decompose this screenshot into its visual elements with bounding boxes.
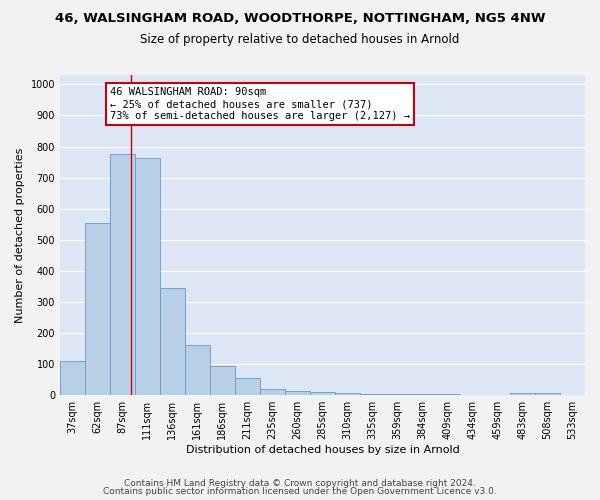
Bar [435, 394, 460, 395]
Bar [535, 392, 560, 395]
Bar [360, 394, 385, 395]
Bar [160, 288, 185, 395]
Bar [510, 392, 535, 395]
Bar [235, 378, 260, 395]
Text: 46, WALSINGHAM ROAD, WOODTHORPE, NOTTINGHAM, NG5 4NW: 46, WALSINGHAM ROAD, WOODTHORPE, NOTTING… [55, 12, 545, 26]
Bar [185, 344, 210, 395]
Bar [335, 392, 360, 395]
Bar [210, 366, 235, 395]
Bar [385, 394, 410, 395]
Bar [260, 389, 285, 395]
X-axis label: Distribution of detached houses by size in Arnold: Distribution of detached houses by size … [185, 445, 460, 455]
Bar [410, 394, 435, 395]
Bar [110, 154, 135, 395]
Text: Size of property relative to detached houses in Arnold: Size of property relative to detached ho… [140, 32, 460, 46]
Bar [310, 392, 335, 395]
Bar [85, 222, 110, 395]
Text: 46 WALSINGHAM ROAD: 90sqm
← 25% of detached houses are smaller (737)
73% of semi: 46 WALSINGHAM ROAD: 90sqm ← 25% of detac… [110, 88, 410, 120]
Bar [135, 158, 160, 395]
Text: Contains public sector information licensed under the Open Government Licence v3: Contains public sector information licen… [103, 487, 497, 496]
Bar [60, 361, 85, 395]
Text: Contains HM Land Registry data © Crown copyright and database right 2024.: Contains HM Land Registry data © Crown c… [124, 478, 476, 488]
Y-axis label: Number of detached properties: Number of detached properties [15, 148, 25, 323]
Bar [285, 390, 310, 395]
